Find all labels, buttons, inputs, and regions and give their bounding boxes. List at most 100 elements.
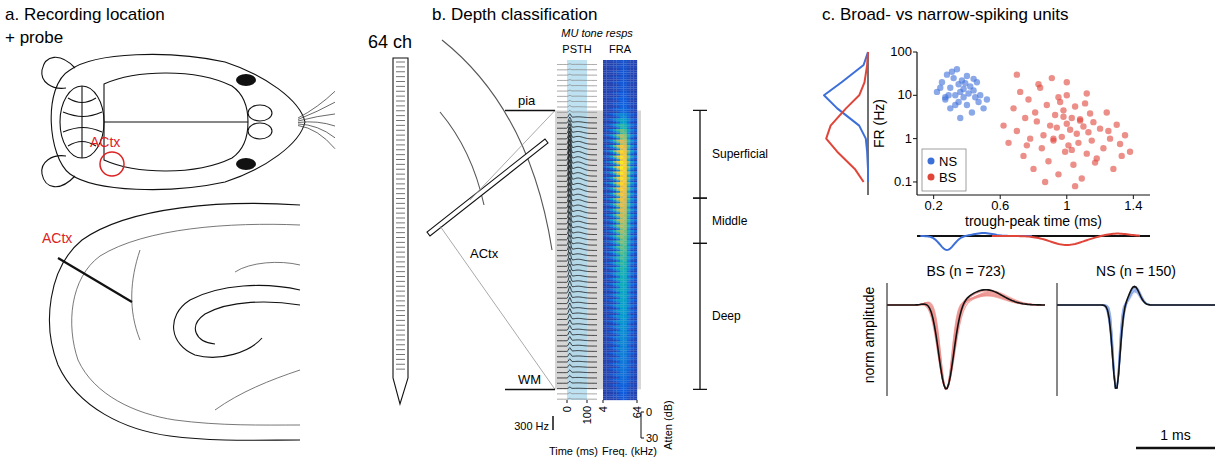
fra-cell <box>623 94 627 96</box>
fra-cell <box>603 273 607 275</box>
fra-cell <box>630 264 634 266</box>
psth-trace <box>557 206 597 219</box>
fra-cell <box>627 145 631 147</box>
fra-cell <box>613 145 617 147</box>
fra-cell <box>634 64 638 66</box>
fra-cell <box>620 186 624 188</box>
fra-cell <box>634 253 638 255</box>
fra-cell <box>627 141 631 143</box>
fra-cell <box>620 294 624 296</box>
fra-cell <box>634 133 638 135</box>
fra-cell <box>623 103 627 105</box>
psth-trace <box>557 188 597 202</box>
psth-trace <box>557 325 597 330</box>
fra-cell <box>613 118 617 120</box>
fra-cell <box>630 193 634 195</box>
fra-cell <box>627 67 631 69</box>
fra-cell <box>623 81 627 83</box>
fra-cell <box>620 218 624 220</box>
fra-cell <box>606 200 610 202</box>
fra-cell <box>617 150 621 152</box>
psth-trace <box>557 144 597 160</box>
fra-cell <box>617 88 621 90</box>
fra-cell <box>603 92 607 94</box>
fra-cell <box>610 285 614 287</box>
fra-cell <box>613 203 617 205</box>
fra-cell <box>603 104 607 106</box>
probe-channel <box>396 359 405 360</box>
fra-cell <box>603 299 607 301</box>
fra-cell <box>613 345 617 347</box>
probe-channel <box>396 115 405 116</box>
fra-cell <box>634 244 638 246</box>
fra-cell <box>603 202 607 204</box>
fra-cell <box>627 221 631 223</box>
fra-cell <box>627 97 631 99</box>
fra-cell <box>613 246 617 248</box>
fra-cell <box>630 297 634 299</box>
fra-cell <box>634 209 638 211</box>
fra-cell <box>606 140 610 142</box>
fra-cell <box>620 290 624 292</box>
probe-label: 64 ch <box>368 32 412 52</box>
fra-cell <box>630 163 634 165</box>
fra-cell <box>627 101 631 103</box>
fra-cell <box>613 242 617 244</box>
title-line: + probe <box>5 28 63 47</box>
fra-cell <box>606 175 610 177</box>
fra-cell <box>630 154 634 156</box>
psth-trace <box>557 258 597 266</box>
fra-cell <box>620 239 624 241</box>
fra-cell <box>603 313 607 315</box>
fra-cell <box>623 157 627 159</box>
fra-cell <box>603 262 607 264</box>
fra-cell <box>623 214 627 216</box>
fra-cell <box>603 283 607 285</box>
fra-cell <box>630 149 634 151</box>
psth-trace <box>557 79 597 81</box>
fra-cell <box>623 143 627 145</box>
fra-cell <box>617 97 621 99</box>
fra-cell <box>627 203 631 205</box>
fra-cell <box>606 315 610 317</box>
fra-cell <box>613 129 617 131</box>
fra-cell <box>620 253 624 255</box>
fra-cell <box>620 338 624 340</box>
fra-cell <box>617 244 621 246</box>
fra-cell <box>610 131 614 133</box>
fra-cell <box>613 352 617 354</box>
fra-cell <box>630 211 634 213</box>
fra-row <box>603 166 637 171</box>
fra-cell <box>627 88 631 90</box>
fra-cell <box>620 230 624 232</box>
fra-cell <box>634 354 638 356</box>
fra-cell <box>617 134 621 136</box>
region-label: ACtx <box>90 134 120 150</box>
fra-cell <box>617 65 621 67</box>
fra-cell <box>620 365 624 367</box>
fra-cell <box>620 317 624 319</box>
fra-cell <box>620 97 624 99</box>
fra-cell <box>610 308 614 310</box>
fra-cell <box>606 60 610 62</box>
fra-cell <box>606 246 610 248</box>
fra-cell <box>617 152 621 154</box>
fra-cell <box>606 219 610 221</box>
fra-cell <box>630 228 634 230</box>
psth-trace <box>557 124 597 134</box>
fra-cell <box>634 143 638 145</box>
fra-cell <box>634 72 638 74</box>
fra-cell <box>630 159 634 161</box>
probe <box>58 258 132 302</box>
fra-cell <box>617 306 621 308</box>
fra-cell <box>623 257 627 259</box>
fra-cell <box>603 145 607 147</box>
fra-row <box>603 71 637 76</box>
zoom-line <box>470 110 555 200</box>
fra-cell <box>617 133 621 135</box>
fra-cell <box>603 62 607 64</box>
fra-cell <box>623 230 627 232</box>
fra-cell <box>634 288 638 290</box>
probe-channel <box>396 105 405 106</box>
fra-cell <box>613 177 617 179</box>
